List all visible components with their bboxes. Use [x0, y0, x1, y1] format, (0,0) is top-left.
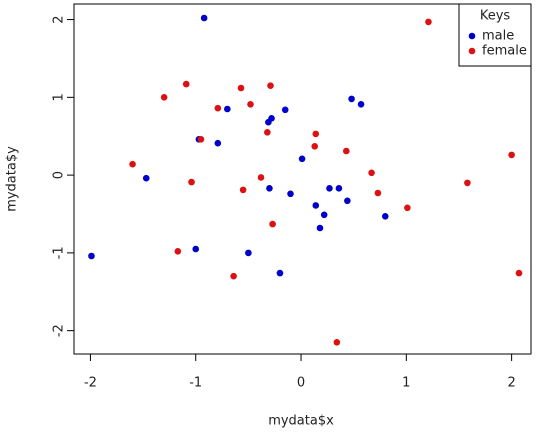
point	[311, 143, 319, 150]
point	[174, 248, 182, 255]
point	[160, 94, 168, 101]
y-tick-label: -1	[52, 246, 67, 259]
point	[247, 101, 254, 108]
point	[381, 213, 389, 220]
point	[214, 104, 222, 112]
point	[88, 252, 95, 260]
point	[281, 106, 289, 114]
y-tick-label: -2	[52, 324, 67, 337]
point	[266, 185, 273, 192]
point	[425, 18, 432, 26]
legend-label: female	[482, 44, 527, 59]
point	[245, 249, 252, 257]
point	[200, 14, 208, 22]
point	[239, 186, 247, 194]
point	[508, 151, 515, 159]
point	[224, 105, 231, 113]
point	[214, 139, 222, 147]
point	[357, 101, 365, 108]
point	[237, 84, 245, 92]
point	[326, 185, 333, 192]
point	[230, 272, 237, 280]
point	[335, 185, 343, 192]
x-tick-label: -1	[189, 376, 202, 391]
point	[404, 204, 411, 212]
point	[312, 130, 320, 138]
point	[333, 339, 341, 346]
legend-label: male	[482, 29, 514, 44]
point	[515, 269, 523, 277]
x-tick-label: 2	[507, 376, 515, 391]
point	[312, 202, 320, 209]
point	[344, 197, 351, 205]
x-tick-label: 1	[402, 376, 410, 391]
plot-frame	[73, 3, 532, 355]
point	[264, 129, 271, 136]
point	[267, 82, 274, 89]
point	[182, 80, 190, 88]
point	[320, 211, 328, 219]
x-axis-label: mydata$x	[268, 414, 334, 429]
point	[129, 160, 136, 168]
point	[142, 174, 150, 182]
point	[316, 224, 324, 232]
point	[343, 147, 350, 155]
point	[188, 178, 195, 186]
point	[276, 269, 284, 277]
point	[192, 245, 200, 253]
point	[374, 189, 382, 197]
y-axis-label: mydata$y	[5, 146, 20, 212]
point	[348, 95, 355, 103]
point	[197, 136, 205, 143]
point	[268, 115, 275, 122]
y-tick-label: 2	[52, 15, 67, 23]
point	[298, 155, 306, 163]
x-tick-label: 0	[297, 376, 305, 391]
point	[464, 179, 471, 187]
y-tick-label: 0	[52, 171, 67, 179]
point	[287, 190, 294, 198]
point	[257, 174, 265, 181]
y-tick-label: 1	[52, 93, 67, 101]
legend-marker	[468, 32, 476, 40]
legend-title: Keys	[480, 9, 511, 24]
x-tick-label: -2	[84, 376, 97, 391]
point	[269, 220, 276, 228]
legend-marker	[468, 47, 476, 55]
point	[368, 169, 375, 177]
